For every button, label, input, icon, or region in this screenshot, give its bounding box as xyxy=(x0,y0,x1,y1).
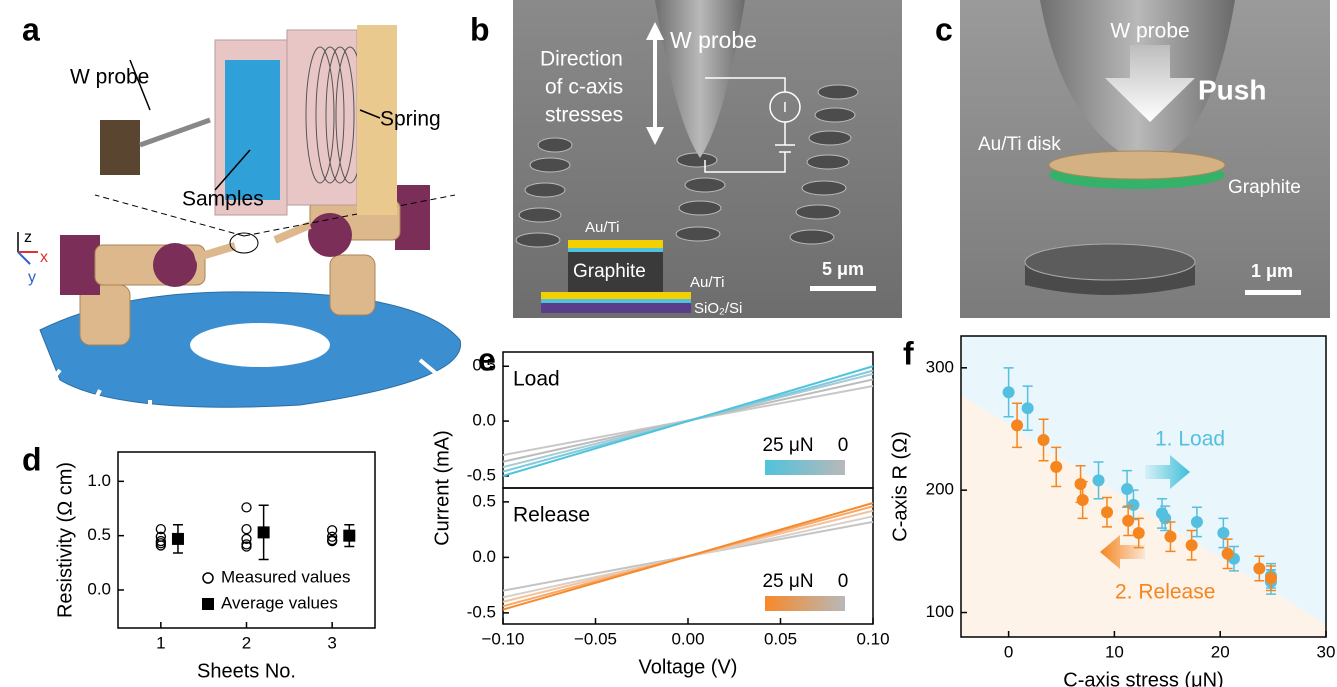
y-tick-label: 0.0 xyxy=(472,547,496,566)
layer-label: Au/Ti xyxy=(690,274,724,291)
scale-label: 1 μm xyxy=(1251,261,1293,281)
data-point xyxy=(1077,494,1089,506)
data-point xyxy=(1253,562,1265,574)
y-tick-label: 100 xyxy=(926,602,954,621)
y-tick-label: -0.5 xyxy=(467,602,496,621)
legend-marker xyxy=(202,598,214,610)
legend-label: Measured values xyxy=(221,567,350,586)
probe-label: W probe xyxy=(1110,20,1189,43)
data-point xyxy=(242,503,251,512)
probe-label: W probe xyxy=(670,27,757,53)
y-tick-label: 200 xyxy=(926,480,954,499)
x-tick-label: 3 xyxy=(327,633,336,652)
x-tick-label: 0.05 xyxy=(764,629,797,648)
y-tick-label: 0.5 xyxy=(472,491,496,510)
series-annotation: 2. Release xyxy=(1115,581,1215,604)
data-point xyxy=(1075,478,1087,490)
x-tick-label: −0.05 xyxy=(574,629,617,648)
colorbar-label: 0 xyxy=(838,571,849,592)
panel-label: b xyxy=(470,11,490,47)
data-point xyxy=(1022,402,1034,414)
colorbar-label: 0 xyxy=(838,435,849,456)
direction-label: stresses xyxy=(545,104,623,127)
direction-label: Direction xyxy=(540,48,623,71)
probe-label: W probe xyxy=(70,66,149,89)
data-point xyxy=(1191,516,1203,528)
push-label: Push xyxy=(1198,74,1266,105)
x-tick-label: 1 xyxy=(156,633,165,652)
series-annotation: 1. Load xyxy=(1155,428,1225,451)
layer-label: Graphite xyxy=(573,261,646,282)
colorbar-label: 25 μN xyxy=(762,435,813,456)
data-point xyxy=(1101,506,1113,518)
x-axis-label: Voltage (V) xyxy=(639,656,738,678)
y-tick-label: 0.5 xyxy=(87,525,111,544)
direction-label: of c-axis xyxy=(545,76,623,99)
data-point xyxy=(1127,499,1139,511)
panel-label: e xyxy=(478,341,496,377)
data-point xyxy=(156,539,165,548)
data-point xyxy=(172,533,184,545)
y-axis-label: Resistivity (Ω cm) xyxy=(54,462,76,618)
meter-label: I xyxy=(783,99,787,116)
x-tick-label: 0.00 xyxy=(671,629,704,648)
panel-label: c xyxy=(935,11,953,47)
data-point xyxy=(1003,386,1015,398)
data-point xyxy=(1093,474,1105,486)
y-tick-label: 0.0 xyxy=(87,579,111,598)
x-axis-label: Sheets No. xyxy=(197,660,296,682)
data-point xyxy=(1217,527,1229,539)
layer-label: Graphite xyxy=(1228,177,1301,198)
x-tick-label: 0.10 xyxy=(856,629,889,648)
panel-label: d xyxy=(22,441,42,477)
legend-label: Average values xyxy=(221,593,338,612)
colorbar xyxy=(765,596,845,611)
axis-label: z xyxy=(24,229,32,246)
data-point xyxy=(1122,515,1134,527)
data-point xyxy=(1222,548,1234,560)
data-point xyxy=(1038,434,1050,446)
subplot-title: Load xyxy=(513,368,560,391)
x-tick-label: 10 xyxy=(1105,642,1124,661)
panel-label: a xyxy=(22,11,40,47)
data-point xyxy=(242,540,251,549)
disk-label: Au/Ti disk xyxy=(978,134,1061,155)
data-point xyxy=(343,530,355,542)
legend-marker xyxy=(203,573,213,583)
y-tick-label: -0.5 xyxy=(467,465,496,484)
scale-label: 5 μm xyxy=(822,259,864,279)
data-point xyxy=(1011,419,1023,431)
y-tick-label: 1.0 xyxy=(87,471,111,490)
layer-label: Au/Ti xyxy=(585,219,619,236)
x-tick-label: 2 xyxy=(242,633,251,652)
data-point xyxy=(1164,531,1176,543)
data-point xyxy=(1121,483,1133,495)
layer-label: SiO₂/Si xyxy=(694,300,742,317)
y-tick-label: 0.0 xyxy=(472,411,496,430)
panel-label: f xyxy=(903,335,914,371)
x-tick-label: 20 xyxy=(1211,642,1230,661)
axis-label: y xyxy=(28,269,36,286)
axis-label: x xyxy=(40,249,48,266)
x-tick-label: 0 xyxy=(1004,642,1013,661)
x-axis-label: C-axis stress (μN) xyxy=(1063,669,1223,687)
y-axis-label: Current (mA) xyxy=(431,430,453,546)
x-tick-label: 30 xyxy=(1317,642,1336,661)
data-point xyxy=(242,525,251,534)
subplot-title: Release xyxy=(513,504,590,527)
data-point xyxy=(1133,527,1145,539)
colorbar-label: 25 μN xyxy=(762,571,813,592)
data-point xyxy=(1265,572,1277,584)
x-tick-label: −0.10 xyxy=(481,629,524,648)
figure: a W probe Spring Samples z x y b W probe… xyxy=(0,0,1337,687)
data-point xyxy=(1050,461,1062,473)
samples-label: Samples xyxy=(182,188,264,211)
y-tick-label: 300 xyxy=(926,357,954,376)
data-point xyxy=(258,526,270,538)
y-axis-label: C-axis R (Ω) xyxy=(889,431,911,542)
data-point xyxy=(1186,539,1198,551)
spring-label: Spring xyxy=(380,108,441,131)
colorbar xyxy=(765,460,845,475)
